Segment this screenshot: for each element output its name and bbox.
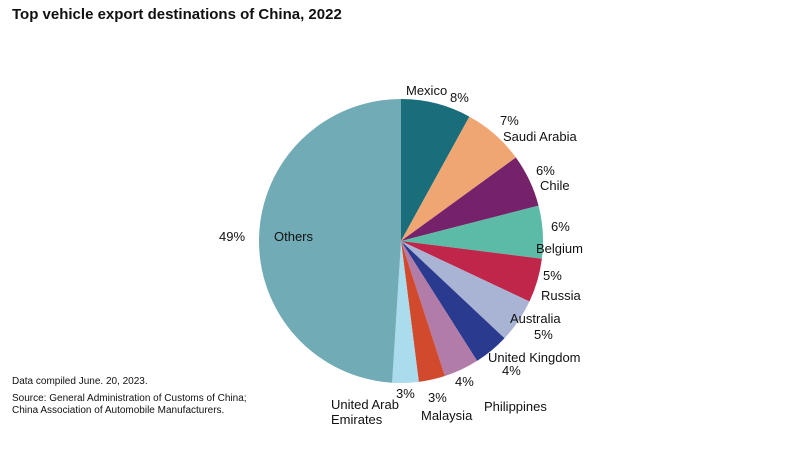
pie-slice-russia	[401, 241, 542, 302]
slice-label-saudi-arabia: Saudi Arabia	[503, 129, 577, 144]
value-label-united-arab-emirates: 3%	[396, 386, 415, 401]
pie-slice-belgium	[401, 205, 544, 259]
chart-title: Top vehicle export destinations of China…	[12, 6, 342, 23]
slice-label-others: Others	[274, 229, 314, 244]
source-note-line1: Source: General Administration of Custom…	[12, 393, 247, 404]
value-label-united-kingdom: 4%	[502, 363, 521, 378]
source-note-line2: China Association of Automobile Manufact…	[12, 405, 225, 416]
pie-slice-saudi-arabia	[401, 116, 516, 241]
value-label-russia: 5%	[543, 268, 562, 283]
compiled-note: Data compiled June. 20, 2023.	[12, 376, 148, 387]
slice-label-united-arab-emirates: United Arab Emirates	[331, 397, 399, 427]
slice-label-australia: Australia	[510, 311, 561, 326]
value-label-mexico: 8%	[450, 90, 469, 105]
value-label-saudi-arabia: 7%	[500, 113, 519, 128]
value-label-chile: 6%	[536, 163, 555, 178]
value-label-australia: 5%	[534, 327, 553, 342]
value-label-philippines: 4%	[455, 374, 474, 389]
slice-label-russia: Russia	[541, 288, 581, 303]
value-label-others: 49%	[219, 229, 246, 244]
slice-label-belgium: Belgium	[536, 241, 583, 256]
pie-slice-malaysia	[401, 241, 445, 382]
pie-slice-australia	[401, 241, 530, 339]
pie-slice-united-arab-emirates	[392, 241, 419, 383]
pie-slice-chile	[401, 157, 539, 241]
value-label-belgium: 6%	[551, 219, 570, 234]
pie-slice-others	[259, 99, 401, 383]
slice-label-malaysia: Malaysia	[421, 408, 473, 423]
pie-slice-mexico	[401, 99, 470, 241]
slice-label-philippines: Philippines	[484, 399, 547, 414]
slice-label-chile: Chile	[540, 178, 570, 193]
slice-label-mexico: Mexico	[406, 83, 448, 98]
pie-slice-united-kingdom	[401, 241, 505, 361]
value-label-malaysia: 3%	[428, 390, 447, 405]
pie-slice-philippines	[401, 241, 478, 377]
slice-label-united-kingdom: United Kingdom	[488, 350, 581, 365]
